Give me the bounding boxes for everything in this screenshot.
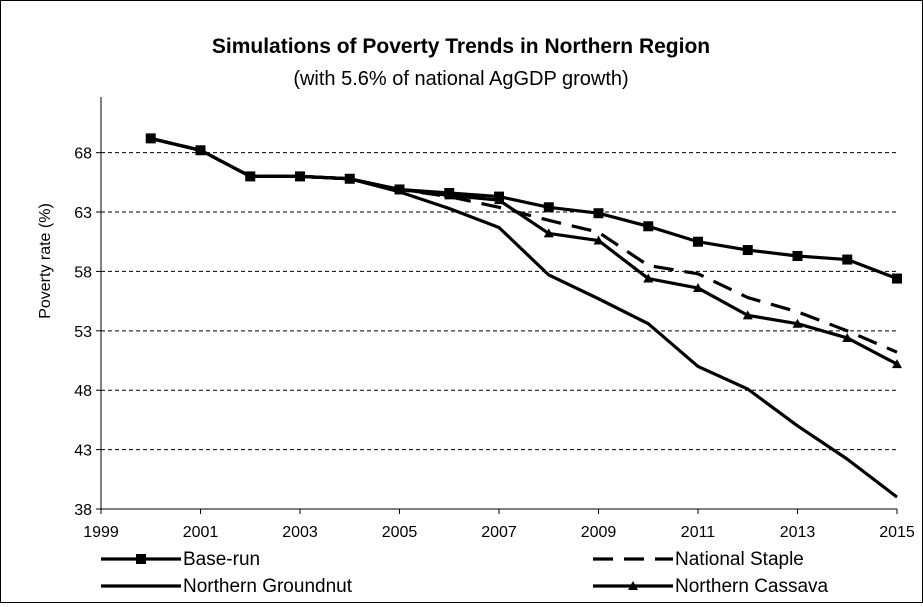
series-northern-groundnut	[151, 138, 897, 497]
legend-item: Northern Cassava	[593, 576, 829, 597]
x-tick-label: 2013	[780, 524, 816, 541]
data-point	[743, 245, 753, 255]
legend-marker	[136, 554, 146, 564]
y-tick-label: 68	[74, 146, 92, 163]
x-tick-label: 2001	[183, 524, 219, 541]
y-tick-label: 53	[74, 324, 92, 341]
legend-item: Northern Groundnut	[101, 576, 353, 597]
legend-label: National Staple	[675, 549, 804, 570]
y-tick-label: 43	[74, 443, 92, 460]
data-point	[594, 208, 604, 218]
chart-subtitle: (with 5.6% of national AgGDP growth)	[293, 68, 628, 90]
x-tick-label: 1999	[83, 524, 119, 541]
legend: Base-run National Staple Northern Groundnu…	[101, 549, 829, 597]
legend-item: National Staple	[593, 549, 804, 570]
series-line	[151, 138, 897, 278]
x-tick-label: 2015	[879, 524, 915, 541]
legend-label: Base-run	[183, 549, 260, 570]
legend-item: Base-run	[101, 549, 260, 570]
data-point	[793, 251, 803, 261]
y-tick-label: 38	[74, 502, 92, 519]
series-base-run	[146, 133, 902, 283]
x-tick-label: 2011	[681, 524, 716, 541]
plot-area	[146, 133, 902, 497]
data-point	[892, 274, 902, 284]
data-point	[544, 202, 554, 212]
x-tick-label: 2003	[282, 524, 318, 541]
y-tick-labels: 38 43 48 53 58 63 68	[74, 146, 92, 519]
y-axis-label: Poverty rate (%)	[37, 203, 54, 319]
y-tick-label: 48	[74, 383, 92, 400]
x-tick-labels: 1999 2001 2003 2005 2007 2009 2011 2013 2015	[83, 524, 915, 541]
legend-label: Northern Cassava	[675, 576, 829, 597]
y-tick-label: 58	[74, 264, 92, 281]
chart-title: Simulations of Poverty Trends in Norther…	[212, 35, 710, 58]
series-line	[151, 138, 897, 497]
x-tick-label: 2005	[382, 524, 418, 541]
x-tick-label: 2009	[581, 524, 617, 541]
legend-label: Northern Groundnut	[183, 576, 353, 597]
data-point	[643, 221, 653, 231]
data-point	[693, 237, 703, 247]
y-tick-label: 63	[74, 205, 92, 222]
x-tick-label: 2007	[481, 524, 517, 541]
data-point	[842, 255, 852, 265]
